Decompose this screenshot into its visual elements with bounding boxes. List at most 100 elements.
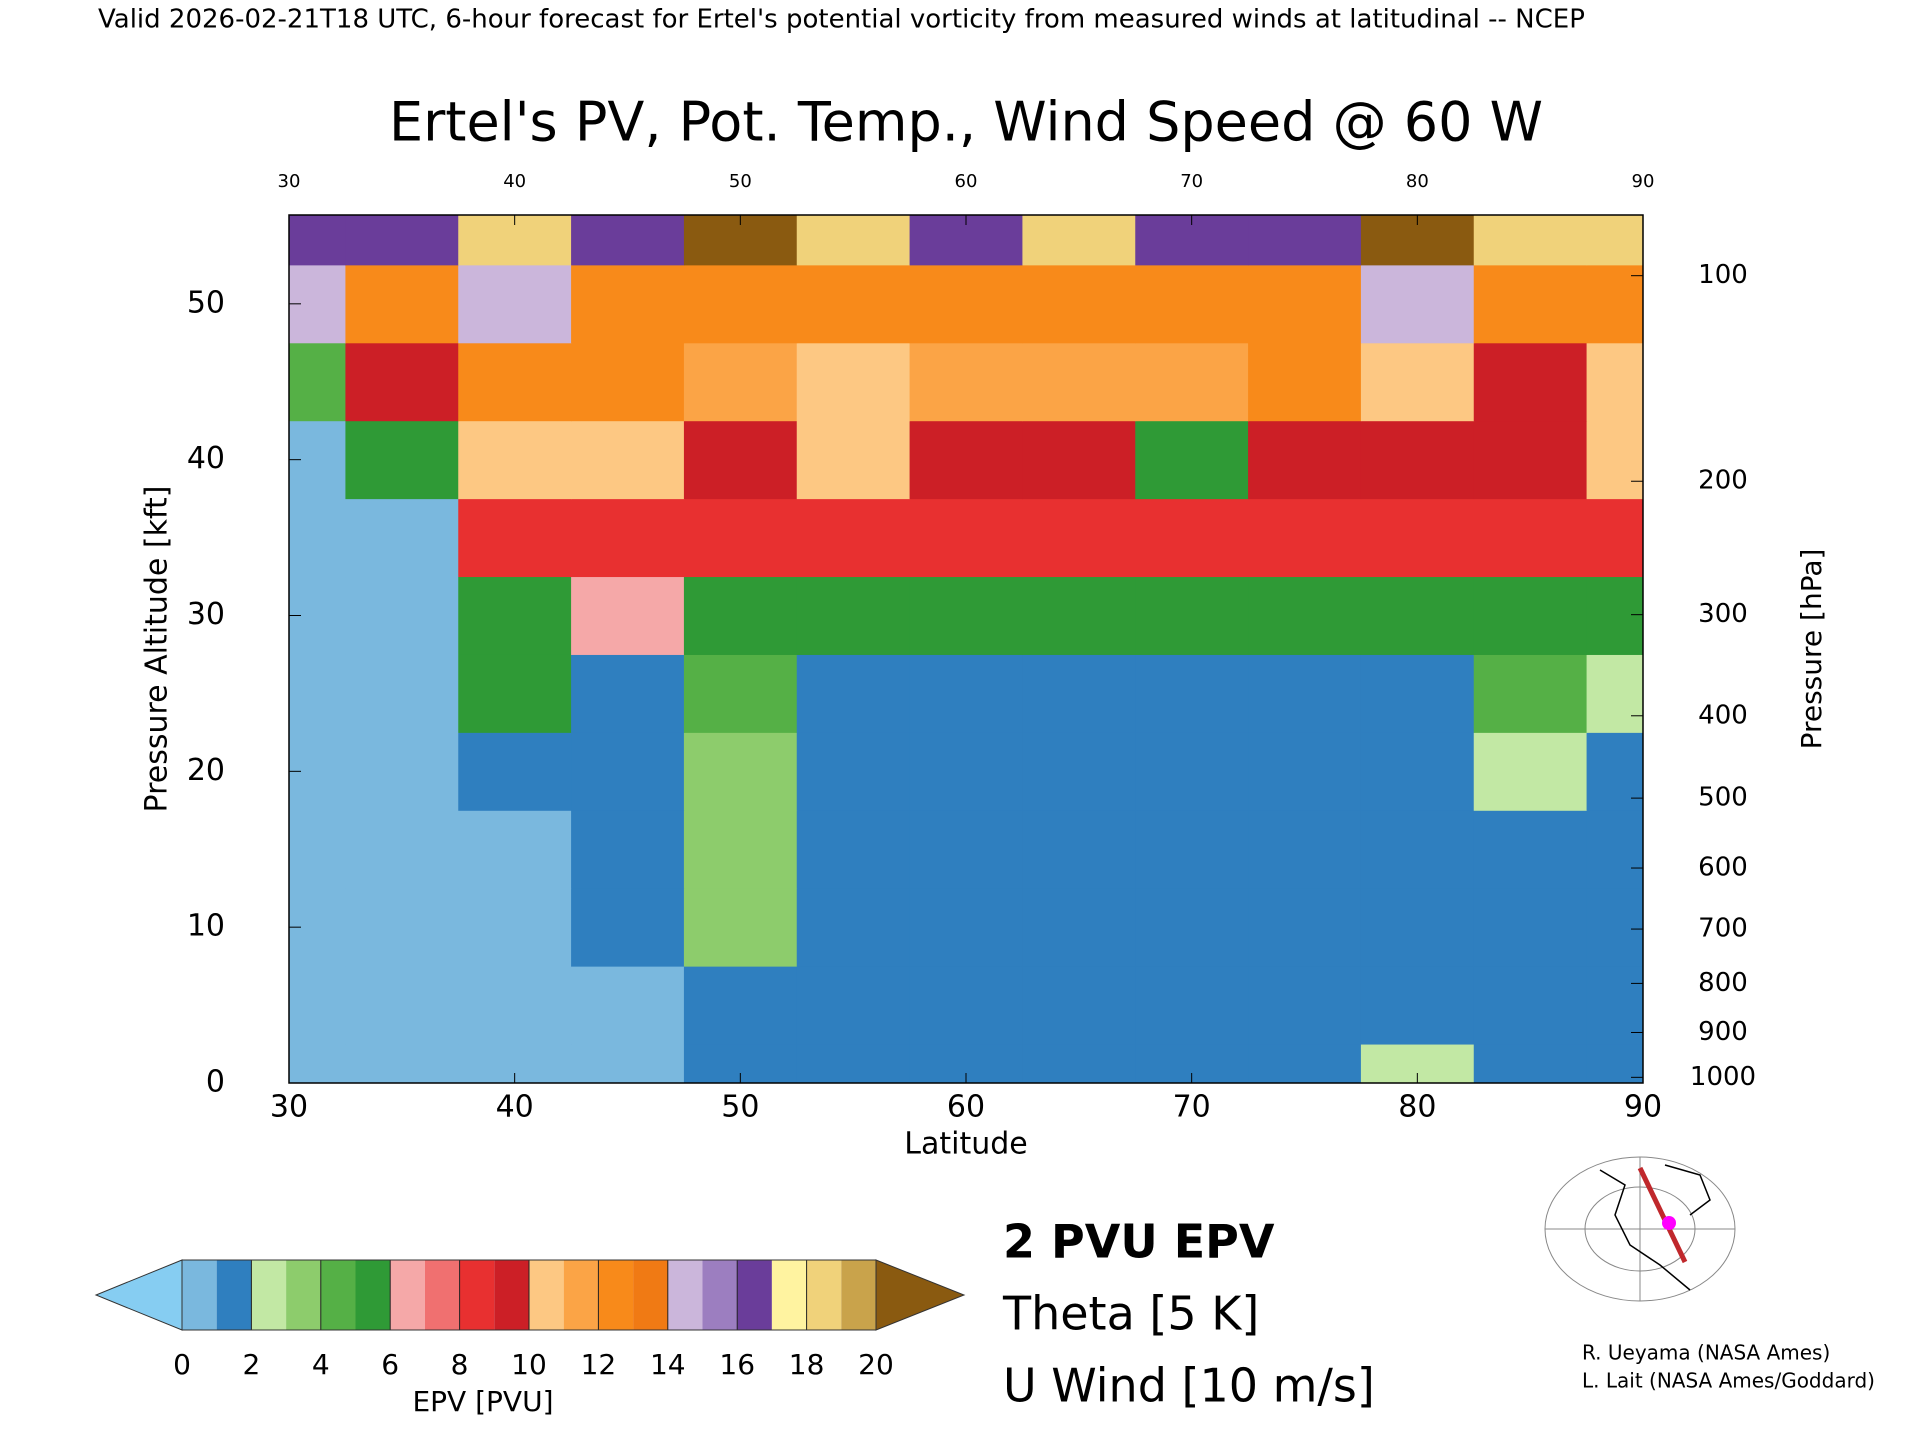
field-cell [909, 654, 1023, 733]
y2-tick-label: 800 [1698, 968, 1748, 998]
colorbar-swatch [320, 1260, 356, 1330]
field-cell [909, 498, 1023, 578]
y2-tick-label: 100 [1698, 260, 1748, 290]
field-cell [909, 732, 1023, 811]
x-top-tick-label: 50 [729, 171, 752, 192]
x-top-tick-label: 90 [1632, 171, 1655, 192]
field-cell [1248, 420, 1362, 500]
inset-map [1542, 1153, 1739, 1305]
field-cell [571, 810, 685, 889]
credit: R. Ueyama (NASA Ames) [1582, 1341, 1830, 1365]
y2-tick-label: 200 [1698, 466, 1748, 496]
colorbar-swatch [424, 1260, 460, 1330]
legend-entry: U Wind [10 m/s] [1003, 1359, 1375, 1413]
colorbar-label: EPV [PVU] [412, 1385, 553, 1418]
colorbar-tick-label: 14 [650, 1348, 686, 1381]
x-top-tick-label: 40 [503, 171, 526, 192]
field-cell [1360, 888, 1475, 967]
field-cell [1135, 654, 1249, 733]
field-cell [1586, 420, 1643, 500]
field-cell [571, 420, 685, 500]
field-cell [1248, 732, 1362, 811]
field-cell [571, 342, 685, 422]
field-cell [458, 498, 572, 578]
y-axis-label: Pressure Altitude [kft] [140, 486, 175, 813]
field-cell [683, 342, 798, 422]
field-cell [1586, 888, 1643, 967]
field-cell [571, 888, 685, 967]
field-cell [796, 732, 911, 811]
chart-title: Ertel's PV, Pot. Temp., Wind Speed @ 60 … [389, 91, 1543, 154]
field-cell [1022, 498, 1136, 578]
field-cell [345, 732, 459, 811]
field-cell [796, 810, 911, 889]
field-cell [1473, 888, 1588, 967]
colorbar-tick-label: 6 [381, 1348, 399, 1381]
field-cell [1586, 654, 1643, 733]
field-cell [1248, 966, 1362, 1045]
field-cell [1360, 966, 1475, 1045]
field-cell [909, 264, 1023, 344]
field-cell [909, 420, 1023, 500]
field-cell [345, 966, 459, 1045]
field-cell [1135, 966, 1249, 1045]
field-cell [683, 810, 798, 889]
field-cell [796, 215, 911, 266]
field-cell [1022, 732, 1136, 811]
field-cell [1360, 342, 1475, 422]
x-top-tick-label: 30 [278, 171, 301, 192]
field-cell [1586, 1044, 1643, 1083]
field-cell [909, 342, 1023, 422]
field-cell [458, 342, 572, 422]
field-cell [345, 264, 459, 344]
field-cell [1248, 264, 1362, 344]
y2-axis-label: Pressure [hPa] [1795, 549, 1828, 750]
field-cell [1473, 498, 1588, 578]
x-tick-label: 90 [1624, 1090, 1662, 1125]
colorbar-swatch [494, 1260, 529, 1330]
field-cell [1360, 498, 1475, 578]
field-cell [1022, 576, 1136, 655]
field-cell [1135, 732, 1249, 811]
field-cell [1022, 654, 1136, 733]
field-cell [796, 1044, 911, 1083]
x-tick-label: 80 [1398, 1090, 1436, 1125]
colorbar-swatch [841, 1260, 876, 1330]
field-cell [345, 420, 459, 500]
colorbar-swatch [286, 1260, 321, 1330]
field-cell [1022, 810, 1136, 889]
field-cell [289, 498, 346, 578]
field-cell [683, 576, 798, 655]
field-cell [1473, 732, 1588, 811]
field-cell [1135, 342, 1249, 422]
field-cell [571, 1044, 685, 1083]
field-cell [571, 215, 685, 266]
field-cell [458, 732, 572, 811]
colorbar-tick-label: 8 [451, 1348, 469, 1381]
field-cell [571, 732, 685, 811]
field-cell [1360, 420, 1475, 500]
colorbar-swatch [667, 1260, 703, 1330]
field-cell [1022, 420, 1136, 500]
field-cell [1248, 888, 1362, 967]
field-cell [289, 342, 346, 422]
field-cell [796, 654, 911, 733]
field-cell [1135, 498, 1249, 578]
field-cell [1248, 810, 1362, 889]
field-cell [1586, 342, 1643, 422]
colorbar-swatch [390, 1260, 425, 1330]
field-cell [796, 420, 911, 500]
field-cell [345, 576, 459, 655]
field-cell [1248, 215, 1362, 266]
colorbar-swatch [563, 1260, 599, 1330]
field-cell [1022, 966, 1136, 1045]
field-cell [345, 342, 459, 422]
field-cell [1248, 1044, 1362, 1083]
colorbar-tick-label: 0 [173, 1348, 191, 1381]
field-cell [458, 420, 572, 500]
field-cell [1135, 810, 1249, 889]
y-tick-label: 50 [187, 285, 225, 320]
x-tick-label: 40 [496, 1090, 534, 1125]
y2-tick-label: 700 [1698, 914, 1748, 944]
field-cell [1135, 888, 1249, 967]
